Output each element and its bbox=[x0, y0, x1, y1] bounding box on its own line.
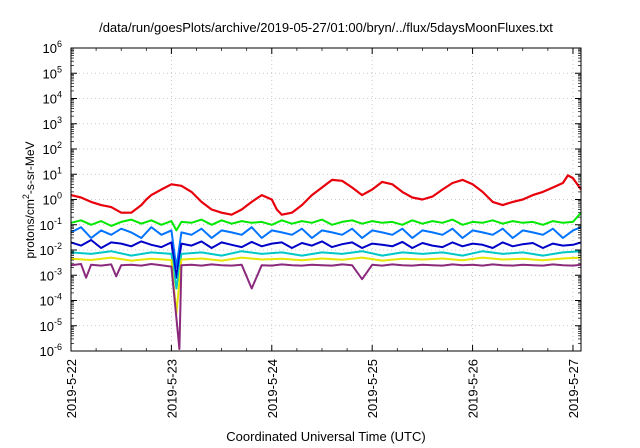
y-axis-label-prefix: protons/cm bbox=[23, 199, 37, 258]
y-axis-label-suffix: -s-sr-MeV bbox=[23, 141, 37, 194]
y-tick-base: 10 bbox=[40, 294, 54, 309]
y-tick-base: 10 bbox=[43, 193, 57, 208]
y-tick-exponent: 2 bbox=[57, 140, 62, 150]
y-tick-label: 10-5 bbox=[40, 317, 62, 334]
series-line-6 bbox=[70, 263, 582, 350]
series-line-1 bbox=[70, 212, 582, 232]
y-tick-exponent: 3 bbox=[57, 115, 62, 125]
y-tick-exponent: 4 bbox=[57, 90, 62, 100]
y-tick-base: 10 bbox=[40, 268, 54, 283]
y-tick-base: 10 bbox=[43, 92, 57, 107]
y-tick-exponent: 1 bbox=[57, 165, 62, 175]
x-tick-label: 2019-5-23 bbox=[164, 359, 179, 418]
y-tick-label: 10-2 bbox=[40, 241, 62, 258]
y-tick-label: 100 bbox=[43, 191, 62, 208]
y-tick-label: 10-3 bbox=[40, 266, 62, 283]
series-line-5 bbox=[70, 256, 582, 315]
y-axis-label: protons/cm2-s-sr-MeV bbox=[21, 141, 37, 258]
series-line-2 bbox=[70, 226, 582, 269]
y-tick-base: 10 bbox=[43, 41, 57, 56]
series-line-4 bbox=[70, 250, 582, 290]
y-tick-base: 10 bbox=[40, 243, 54, 258]
y-axis-ticks: 10-610-510-410-310-210-11001011021031041… bbox=[40, 39, 581, 359]
y-tick-base: 10 bbox=[40, 218, 54, 233]
y-tick-exponent: -3 bbox=[54, 266, 62, 276]
y-tick-label: 104 bbox=[43, 90, 62, 107]
y-tick-exponent: 6 bbox=[57, 39, 62, 49]
series-line-3 bbox=[70, 239, 582, 279]
series-line-0 bbox=[70, 174, 582, 216]
x-tick-label: 2019-5-26 bbox=[466, 359, 481, 418]
y-tick-label: 102 bbox=[43, 140, 62, 157]
x-tick-label: 2019-5-27 bbox=[566, 359, 581, 418]
y-tick-label: 10-4 bbox=[40, 292, 62, 309]
y-tick-base: 10 bbox=[40, 319, 54, 334]
y-tick-exponent: -4 bbox=[54, 292, 62, 302]
y-tick-base: 10 bbox=[43, 142, 57, 157]
y-tick-label: 103 bbox=[43, 115, 62, 132]
y-tick-label: 10-6 bbox=[40, 342, 62, 359]
y-tick-label: 105 bbox=[43, 64, 62, 81]
x-axis-ticks: 2019-5-22 2019-5-23 2019-5-24 2019-5-25 2019… bbox=[64, 48, 581, 418]
y-tick-label: 101 bbox=[43, 165, 62, 182]
x-axis-label: Coordinated Universal Time (UTC) bbox=[226, 429, 425, 444]
y-tick-base: 10 bbox=[43, 66, 57, 81]
y-tick-label: 106 bbox=[43, 39, 62, 56]
x-tick-label: 2019-5-22 bbox=[64, 359, 79, 418]
y-tick-exponent: 5 bbox=[57, 64, 62, 74]
y-tick-exponent: 0 bbox=[57, 191, 62, 201]
y-tick-exponent: -5 bbox=[54, 317, 62, 327]
y-tick-label: 10-1 bbox=[40, 216, 62, 233]
series-lines bbox=[70, 174, 582, 350]
grid bbox=[71, 48, 581, 351]
y-tick-exponent: -1 bbox=[54, 216, 62, 226]
x-tick-label: 2019-5-25 bbox=[365, 359, 380, 418]
y-tick-base: 10 bbox=[43, 117, 57, 132]
x-tick-label: 2019-5-24 bbox=[265, 359, 280, 418]
y-tick-base: 10 bbox=[43, 167, 57, 182]
y-tick-exponent: -6 bbox=[54, 342, 62, 352]
y-tick-exponent: -2 bbox=[54, 241, 62, 251]
chart-title: /data/run/goesPlots/archive/2019-05-27/0… bbox=[99, 20, 553, 35]
y-tick-base: 10 bbox=[40, 344, 54, 359]
y-axis-label-sup: 2 bbox=[21, 194, 31, 199]
